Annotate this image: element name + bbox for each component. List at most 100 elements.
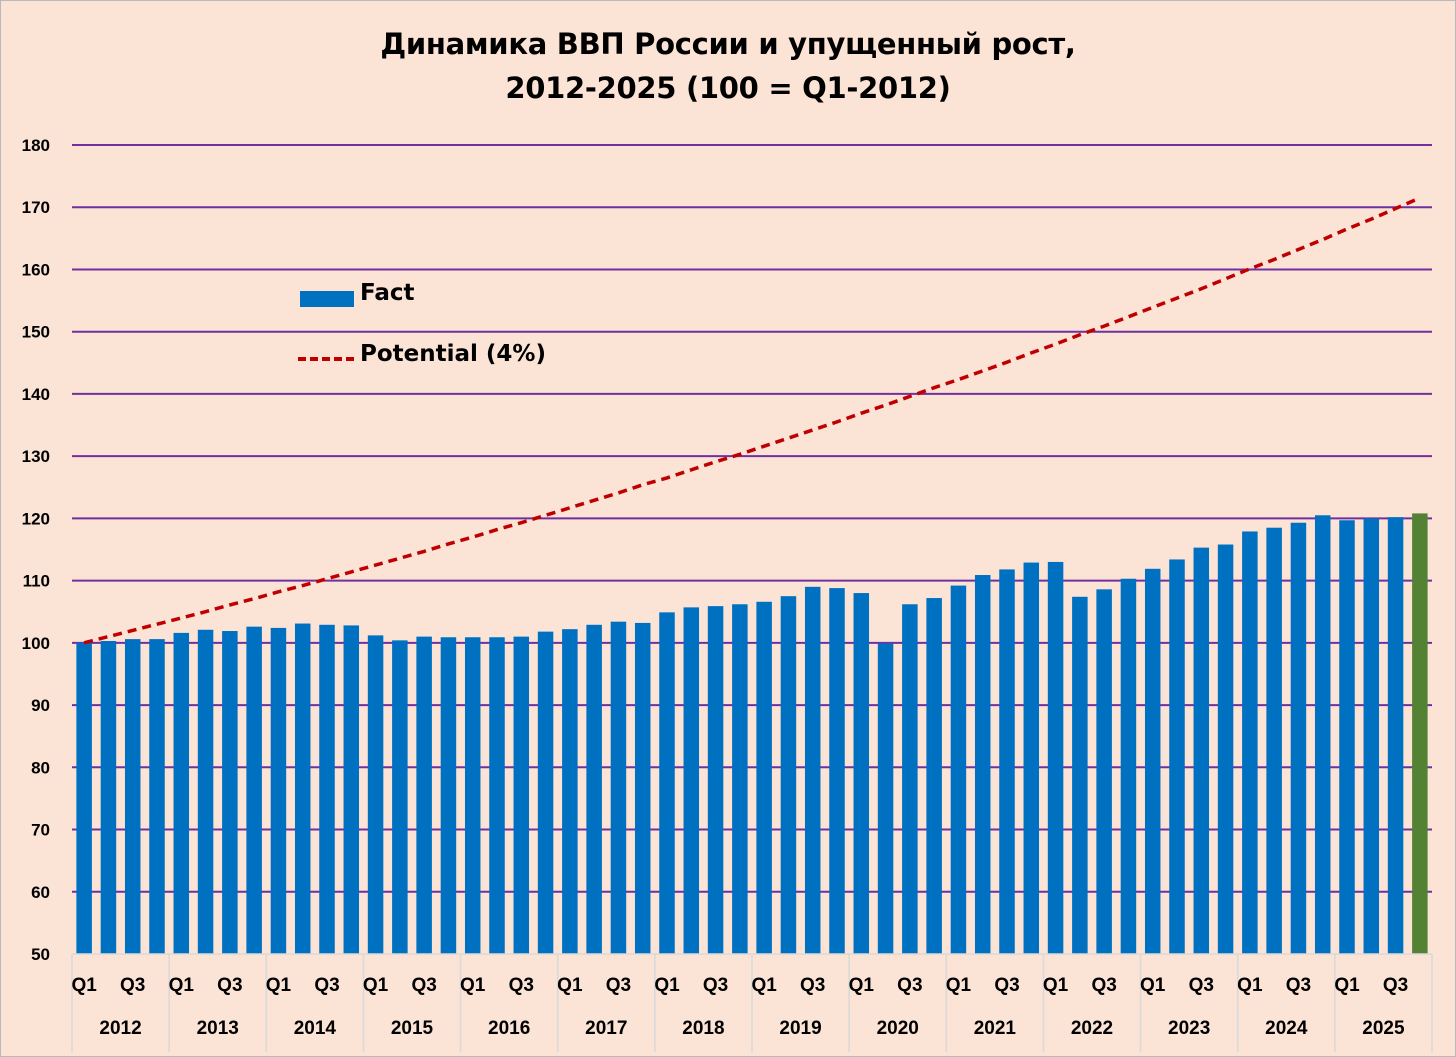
fact-bar	[1290, 522, 1307, 954]
x-tick-year-label: 2017	[585, 1018, 627, 1039]
fact-bar	[562, 629, 578, 954]
x-tick-quarter-label: Q3	[994, 975, 1019, 996]
fact-bar	[1314, 515, 1331, 954]
fact-bar	[124, 639, 141, 954]
fact-bar	[999, 569, 1015, 954]
x-tick-quarter-label: Q1	[363, 975, 389, 996]
fact-bar	[1047, 561, 1064, 954]
fact-bar	[1363, 518, 1380, 954]
fact-bar	[1242, 531, 1258, 954]
fact-bar	[440, 637, 457, 954]
fact-bar	[416, 636, 432, 954]
fact-bar	[1072, 596, 1088, 954]
x-tick-quarter-label: Q1	[71, 975, 97, 996]
fact-bar	[853, 593, 870, 954]
y-axis-tick-labels: 50 60 70 80 90 100 110 120 130 140 150 160 170 180	[22, 136, 50, 964]
x-axis: Q1 Q3 2012 Q1 Q3 2013 Q1 Q3 2014 Q1 Q3 2015 Q1 Q3 2016…	[71, 953, 1433, 1052]
fact-bar	[683, 607, 700, 954]
x-tick-year-label: 2012	[99, 1018, 141, 1039]
x-tick-quarter-label: Q3	[509, 975, 534, 996]
fact-bar	[1193, 547, 1210, 954]
y-tick-label: 150	[22, 323, 50, 342]
x-tick-quarter-label: Q1	[1334, 975, 1360, 996]
y-tick-label: 110	[23, 572, 50, 591]
x-tick-quarter-label: Q3	[120, 975, 145, 996]
x-tick-quarter-label: Q1	[1043, 975, 1069, 996]
fact-bar	[829, 588, 845, 954]
potential-line-layer	[83, 196, 1421, 645]
x-tick-quarter-label: Q1	[169, 975, 195, 996]
fact-bar	[1169, 559, 1185, 954]
x-tick-quarter-label: Q3	[1189, 975, 1214, 996]
fact-bar	[537, 631, 554, 954]
fact-bar	[319, 624, 335, 954]
x-tick-quarter-label: Q3	[703, 975, 728, 996]
x-tick-year-label: 2023	[1168, 1018, 1210, 1039]
fact-bar	[780, 596, 797, 954]
fact-bar	[197, 629, 214, 954]
x-tick-quarter-label: Q1	[751, 975, 777, 996]
fact-bar	[294, 623, 311, 954]
fact-bar	[1339, 520, 1355, 954]
fact-bar	[367, 635, 384, 954]
fact-bar	[343, 625, 360, 954]
fact-bar	[707, 606, 724, 954]
y-tick-label: 160	[22, 260, 50, 279]
x-tick-quarter-label: Q1	[557, 975, 583, 996]
fact-bar	[634, 622, 651, 954]
y-tick-label: 50	[31, 945, 50, 964]
legend-label-fact: Fact	[360, 280, 415, 306]
fact-bar	[76, 642, 92, 954]
x-tick-year-label: 2016	[488, 1018, 530, 1039]
fact-bar	[902, 604, 918, 954]
y-tick-label: 100	[22, 634, 50, 653]
y-tick-label: 60	[31, 883, 50, 902]
fact-bar	[270, 627, 287, 954]
fact-bar	[974, 575, 991, 954]
x-tick-quarter-label: Q3	[314, 975, 339, 996]
fact-bar	[1023, 562, 1040, 954]
fact-bar	[659, 612, 675, 954]
x-tick-year-label: 2021	[974, 1018, 1017, 1039]
x-tick-year-label: 2018	[682, 1018, 724, 1039]
y-tick-label: 130	[22, 447, 50, 466]
fact-bar	[877, 643, 894, 954]
fact-bar	[1266, 527, 1282, 954]
fact-bars	[76, 513, 1428, 954]
x-tick-quarter-label: Q3	[1091, 975, 1116, 996]
fact-bar	[1120, 578, 1137, 954]
x-tick-quarter-label: Q1	[1140, 975, 1166, 996]
fact-bar	[950, 585, 967, 954]
legend-label-potential: Potential (4%)	[360, 341, 546, 367]
x-tick-quarter-label: Q1	[1237, 975, 1263, 996]
x-tick-quarter-label: Q1	[946, 975, 972, 996]
x-tick-quarter-label: Q3	[897, 975, 922, 996]
x-tick-quarter-label: Q1	[654, 975, 680, 996]
x-tick-year-label: 2024	[1265, 1018, 1308, 1039]
fact-bar	[1217, 544, 1234, 954]
y-tick-label: 120	[22, 509, 50, 528]
potential-line	[83, 196, 1421, 645]
y-tick-label: 90	[31, 696, 50, 715]
fact-bar	[1096, 589, 1112, 954]
fact-bar	[586, 624, 602, 954]
fact-bar	[392, 640, 408, 954]
chart-title-line-2: 2012-2025 (100 = Q1-2012)	[505, 71, 951, 105]
chart-title-line-1: Динамика ВВП России и упущенный рост,	[380, 27, 1076, 61]
fact-bar	[246, 626, 262, 954]
x-tick-quarter-label: Q3	[411, 975, 436, 996]
fact-bar	[1387, 517, 1404, 954]
y-tick-label: 140	[22, 385, 50, 404]
x-tick-quarter-label: Q3	[606, 975, 631, 996]
y-tick-label: 180	[22, 136, 50, 155]
x-tick-year-label: 2019	[779, 1018, 821, 1039]
fact-bar	[926, 598, 942, 954]
fact-bar	[222, 631, 238, 954]
y-tick-label: 170	[22, 198, 50, 217]
x-tick-year-label: 2014	[294, 1018, 337, 1039]
x-tick-quarter-label: Q1	[266, 975, 292, 996]
fact-bar	[173, 632, 190, 954]
y-tick-label: 70	[31, 821, 50, 840]
fact-bar	[464, 637, 481, 954]
